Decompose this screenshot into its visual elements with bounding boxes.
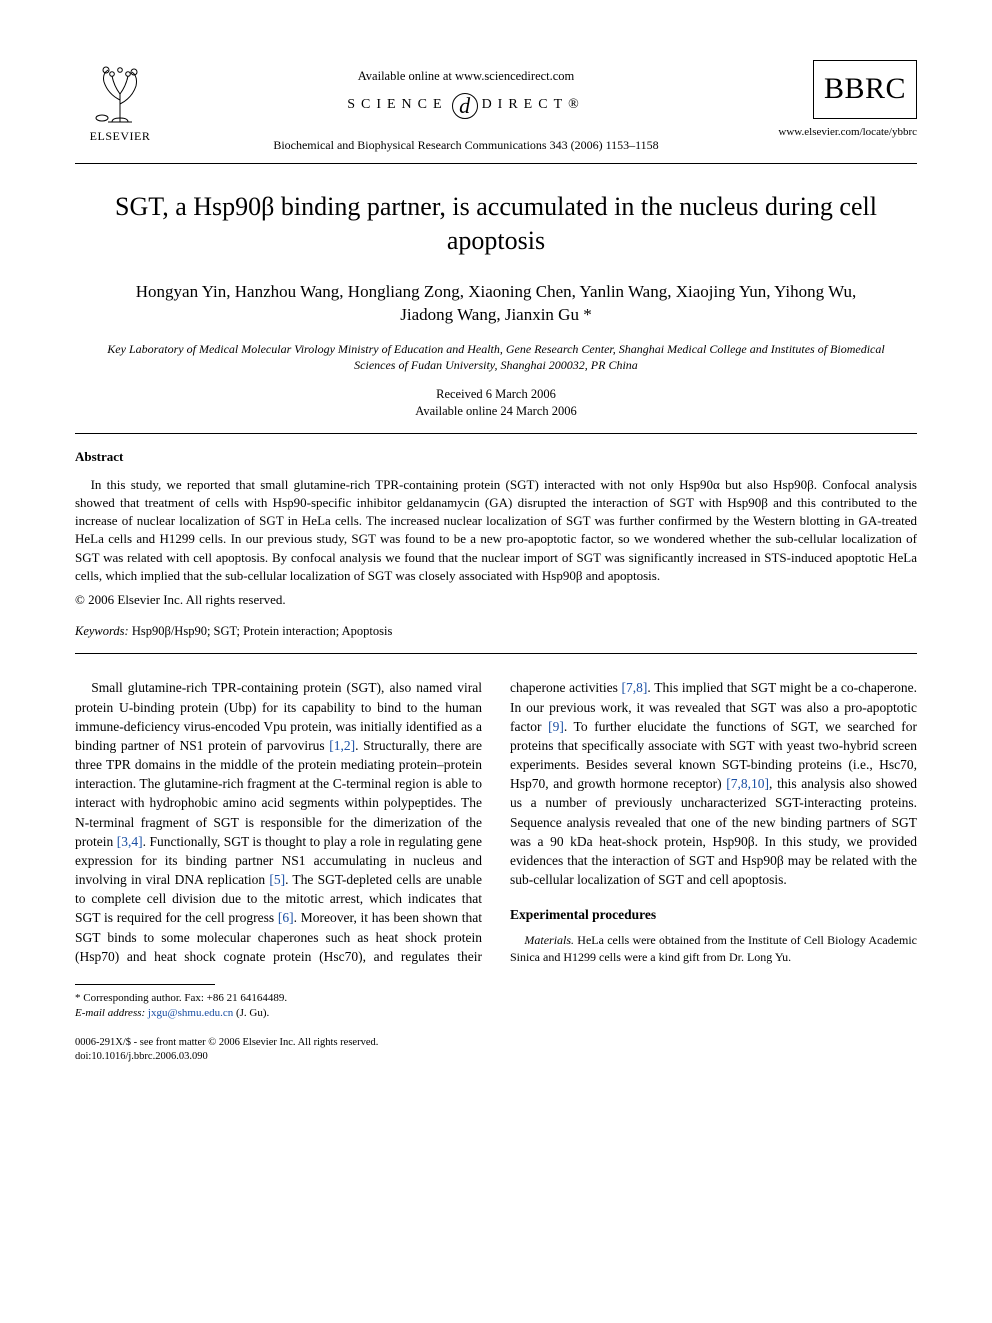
footnotes: * Corresponding author. Fax: +86 21 6416… — [75, 991, 917, 1022]
available-online-text: Available online at www.sciencedirect.co… — [165, 68, 767, 85]
publisher-logo: ELSEVIER — [75, 60, 165, 144]
header: ELSEVIER Available online at www.science… — [75, 60, 917, 153]
journal-logo-text: BBRC — [824, 72, 906, 105]
abstract-body: In this study, we reported that small gl… — [75, 476, 917, 585]
received-date: Received 6 March 2006 — [75, 386, 917, 403]
sd-right: DIRECT® — [482, 96, 585, 115]
experimental-heading: Experimental procedures — [510, 905, 917, 924]
email-suffix: (J. Gu). — [233, 1007, 269, 1019]
abstract-copyright: © 2006 Elsevier Inc. All rights reserved… — [75, 591, 917, 609]
citation-link[interactable]: [7,8,10] — [726, 776, 769, 791]
article-title: SGT, a Hsp90β binding partner, is accumu… — [105, 190, 887, 258]
corresponding-author: * Corresponding author. Fax: +86 21 6416… — [75, 991, 917, 1006]
abstract-rule-bottom — [75, 653, 917, 654]
keywords-label: Keywords: — [75, 624, 129, 638]
citation-link[interactable]: [7,8] — [622, 680, 648, 695]
abstract-rule-top — [75, 433, 917, 434]
experimental-paragraph: Materials. HeLa cells were obtained from… — [510, 932, 917, 966]
citation-link[interactable]: [9] — [548, 719, 564, 734]
corresponding-email: E-mail address: jxgu@shmu.edu.cn (J. Gu)… — [75, 1006, 917, 1021]
journal-reference: Biochemical and Biophysical Research Com… — [165, 137, 767, 153]
author-list: Hongyan Yin, Hanzhou Wang, Hongliang Zon… — [115, 280, 877, 328]
abstract-heading: Abstract — [75, 448, 917, 466]
header-center: Available online at www.sciencedirect.co… — [165, 60, 767, 153]
citation-link[interactable]: [1,2] — [329, 738, 355, 753]
citation-link[interactable]: [6] — [278, 910, 294, 925]
article-dates: Received 6 March 2006 Available online 2… — [75, 386, 917, 420]
journal-block: BBRC www.elsevier.com/locate/ybbrc — [767, 60, 917, 139]
keywords: Keywords: Hsp90β/Hsp90; SGT; Protein int… — [75, 623, 917, 640]
footer-line-1: 0006-291X/$ - see front matter © 2006 El… — [75, 1036, 917, 1051]
footer-line-2: doi:10.1016/j.bbrc.2006.03.090 — [75, 1050, 917, 1065]
body-columns: Small glutamine-rich TPR-containing prot… — [75, 678, 917, 965]
body-text: , this analysis also showed us a number … — [510, 776, 917, 887]
keywords-text: Hsp90β/Hsp90; SGT; Protein interaction; … — [129, 624, 393, 638]
header-rule — [75, 163, 917, 164]
email-link[interactable]: jxgu@shmu.edu.cn — [145, 1007, 233, 1019]
materials-label: Materials. — [524, 933, 574, 947]
journal-logo-box: BBRC — [813, 60, 917, 119]
body-text: . Structurally, there are three TPR doma… — [75, 738, 482, 849]
sd-left: SCIENCE — [347, 96, 447, 115]
elsevier-tree-icon — [90, 60, 150, 126]
journal-url: www.elsevier.com/locate/ybbrc — [767, 125, 917, 140]
sd-glyph-icon: d — [452, 93, 478, 119]
citation-link[interactable]: [3,4] — [117, 834, 143, 849]
footnote-rule — [75, 984, 215, 985]
document-footer: 0006-291X/$ - see front matter © 2006 El… — [75, 1036, 917, 1065]
publisher-name: ELSEVIER — [90, 128, 151, 144]
email-label: E-mail address: — [75, 1007, 145, 1019]
science-direct-wordmark: SCIENCE d DIRECT® — [165, 93, 767, 119]
citation-link[interactable]: [5] — [269, 872, 285, 887]
affiliation: Key Laboratory of Medical Molecular Viro… — [105, 341, 887, 373]
online-date: Available online 24 March 2006 — [75, 403, 917, 420]
